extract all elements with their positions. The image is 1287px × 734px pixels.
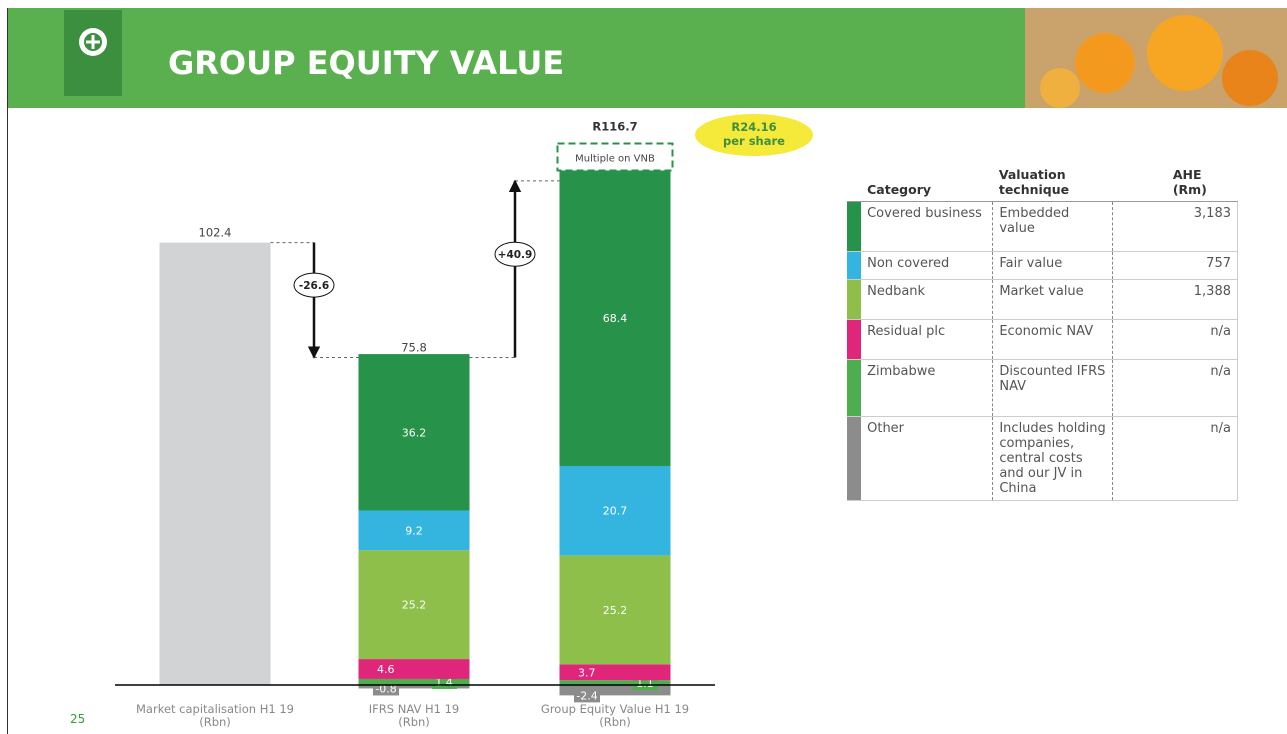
color-swatch (847, 280, 861, 320)
bar-segment (560, 664, 671, 680)
x-tick-label-line: (Rbn) (115, 716, 315, 729)
technique-cell: Fair value (993, 252, 1113, 280)
bar-segment (359, 659, 470, 679)
category-cell: Other (861, 417, 993, 501)
x-tick-label-line: (Rbn) (314, 716, 514, 729)
color-swatch (847, 417, 861, 501)
technique-cell: Economic NAV (993, 320, 1113, 360)
header-cell: Category (861, 165, 993, 202)
ahe-cell: n/a (1113, 320, 1238, 360)
technique-cell: Market value (993, 280, 1113, 320)
value-label: 9.2 (405, 524, 423, 537)
x-tick-label: Group Equity Value H1 19(Rbn) (515, 703, 715, 729)
ahe-cell: 757 (1113, 252, 1238, 280)
ahe-cell: n/a (1113, 417, 1238, 501)
technique-cell: Discounted IFRS NAV (993, 360, 1113, 417)
category-cell: Zimbabwe (861, 360, 993, 417)
x-tick-label-line: (Rbn) (515, 716, 715, 729)
header-cell: AHE (Rm) (1113, 165, 1238, 202)
x-tick-label: IFRS NAV H1 19(Rbn) (314, 703, 514, 729)
technique-cell: Includes holding companies, central cost… (993, 417, 1113, 501)
category-cell: Nedbank (861, 280, 993, 320)
category-cell: Residual plc (861, 320, 993, 360)
header-photo (1025, 8, 1287, 108)
color-swatch (847, 360, 861, 417)
value-label: 25.2 (402, 599, 427, 612)
category-cell: Covered business (861, 202, 993, 252)
per-share-label: R24.16 (731, 120, 776, 134)
per-share-label: per share (723, 134, 785, 148)
color-swatch (847, 202, 861, 252)
color-swatch (847, 320, 861, 360)
ahe-cell: n/a (1113, 360, 1238, 417)
total-label: 102.4 (199, 226, 232, 240)
box-label: Multiple on VNB (575, 153, 655, 164)
category-cell: Non covered (861, 252, 993, 280)
total-label: 75.8 (401, 341, 427, 355)
change-label: -26.6 (299, 280, 329, 292)
bar (160, 243, 271, 685)
technique-cell: Embedded value (993, 202, 1113, 252)
change-label: +40.9 (498, 249, 533, 261)
value-label: -2.4 (576, 689, 597, 702)
x-tick-label: Market capitalisation H1 19(Rbn) (115, 703, 315, 729)
header-cell (847, 165, 861, 202)
chart: -0.81.44.625.29.236.2-2.41.13.725.220.76… (0, 0, 840, 734)
color-swatch (847, 252, 861, 280)
value-label: 25.2 (603, 604, 628, 617)
ahe-cell: 3,183 (1113, 202, 1238, 252)
ahe-cell: 1,388 (1113, 280, 1238, 320)
value-label: 20.7 (603, 505, 628, 518)
value-label: 3.7 (578, 666, 596, 679)
total-label: R116.7 (592, 119, 637, 133)
value-label: 4.6 (377, 663, 395, 676)
header-cell: Valuation technique (993, 165, 1113, 202)
slide: GROUP EQUITY VALUE 25 -0.81.44.625.29.23… (0, 0, 1287, 734)
value-label: 36.2 (402, 426, 427, 439)
value-label: 68.4 (603, 312, 628, 325)
